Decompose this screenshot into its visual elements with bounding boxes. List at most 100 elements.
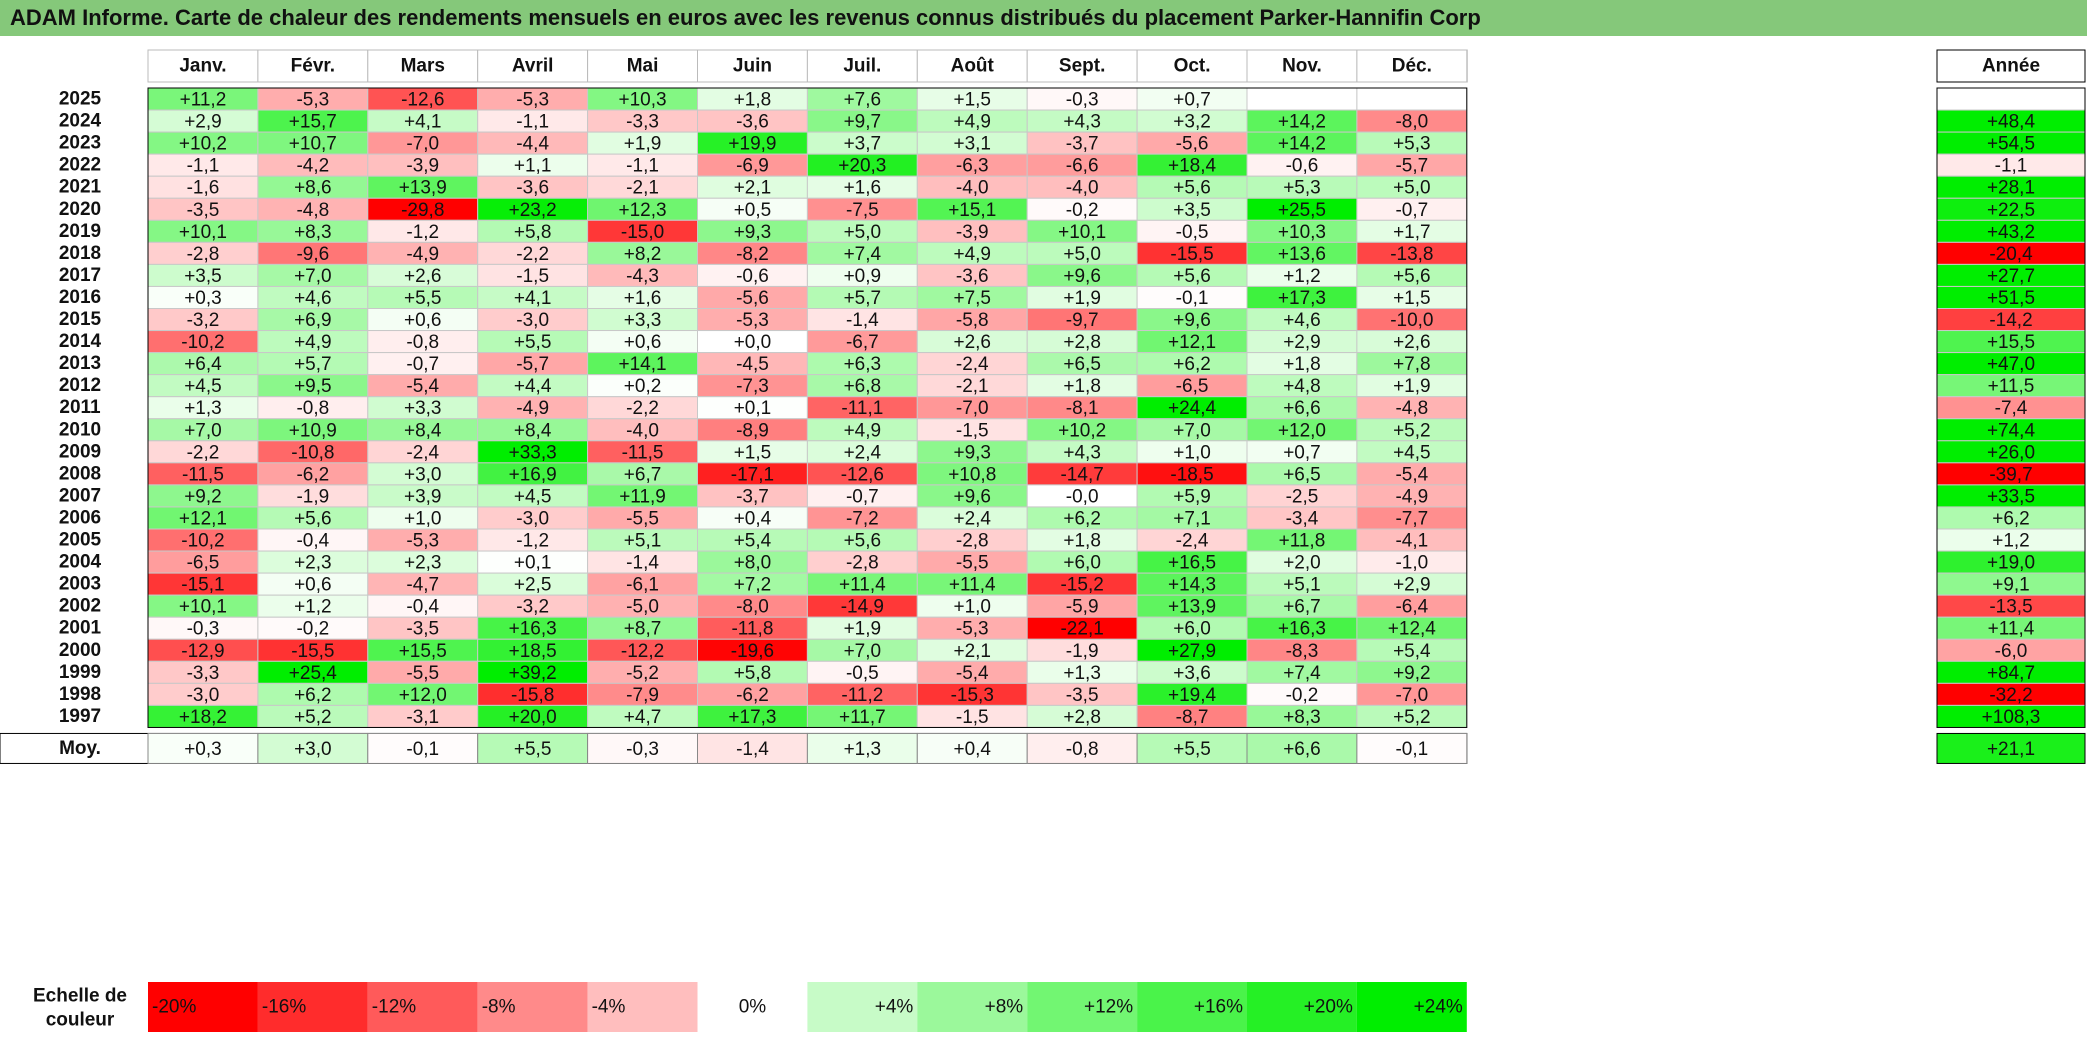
cell-value: -15,1 [181, 575, 224, 596]
cell-value: -7,2 [846, 508, 879, 529]
cell-value: +2,6 [1393, 332, 1431, 353]
cell-value: +1,9 [1063, 288, 1101, 309]
cell-value: -1,5 [516, 266, 549, 287]
annual-value: +74,4 [1987, 420, 2036, 441]
cell-value: +10,3 [619, 90, 667, 111]
month-header-cell [697, 49, 808, 83]
cell-value: +10,2 [179, 134, 227, 155]
cell-value: +5,0 [1393, 178, 1431, 199]
grid-outline [147, 87, 1468, 728]
cell-value: +6,9 [294, 310, 332, 331]
average-label: Moy. [59, 738, 101, 759]
cell-value: -0,2 [1286, 685, 1319, 706]
cell-value: +9,5 [294, 376, 332, 397]
cell-value: +0,0 [734, 332, 772, 353]
cell-value: +3,2 [1173, 112, 1211, 133]
annual-value: +11,4 [1988, 619, 2035, 640]
year-label: 2022 [59, 155, 101, 176]
month-header-cell [1356, 49, 1468, 83]
cell-value: -9,6 [296, 244, 329, 265]
cell-value: +14,2 [1278, 112, 1326, 133]
cell-value: +1,9 [1393, 376, 1431, 397]
cell-value: -10,2 [181, 332, 224, 353]
cell-value: +4,6 [294, 288, 332, 309]
cell-value: +4,9 [844, 420, 882, 441]
cell-value: +8,0 [734, 553, 772, 574]
cell-value: -5,3 [516, 90, 549, 111]
cell-value: +2,6 [404, 266, 442, 287]
scale-step-label: -4% [592, 997, 626, 1018]
cell-value: +4,9 [953, 244, 991, 265]
annual-value: -39,7 [1989, 464, 2032, 485]
cell-value: -5,3 [406, 531, 439, 552]
year-label: 2002 [59, 596, 101, 617]
cell-value: -5,4 [406, 376, 439, 397]
average-value: +6,6 [1283, 739, 1321, 760]
scale-step-label: -12% [372, 997, 416, 1018]
average-value: -0,1 [406, 739, 439, 760]
year-label: 2019 [59, 221, 101, 242]
annual-value: +6,2 [1992, 508, 2030, 529]
cell-value: +5,2 [1393, 707, 1431, 728]
cell-value: -3,2 [516, 597, 549, 618]
month-header-cell [1136, 49, 1248, 83]
cell-value: -0,8 [296, 398, 329, 419]
month-header-cell [367, 49, 479, 83]
year-label: 2013 [59, 353, 101, 374]
cell-value: -8,0 [1395, 112, 1428, 133]
cell-value: -10,8 [291, 442, 334, 463]
year-label: 2000 [59, 640, 101, 661]
cell-value: -3,7 [1066, 134, 1099, 155]
cell-value: +5,3 [1283, 178, 1321, 199]
cell-value: +5,7 [844, 288, 882, 309]
cell-value: -29,8 [401, 200, 444, 221]
cell-value: -18,5 [1170, 464, 1213, 485]
cell-value: -12,9 [181, 641, 224, 662]
scale-swatch [587, 982, 698, 1032]
cell-value: -14,9 [841, 597, 884, 618]
year-label: 2006 [59, 507, 101, 528]
cell-value: -8,7 [1176, 707, 1209, 728]
cell-value: +13,6 [1278, 244, 1326, 265]
month-header: Août [951, 56, 995, 77]
cell-value: -3,5 [406, 619, 439, 640]
cell-value: -3,6 [516, 178, 549, 199]
month-header: Mars [401, 56, 445, 77]
cell-value: +6,2 [1173, 354, 1211, 375]
cell-value: +5,0 [844, 222, 882, 243]
cell-value: +7,0 [184, 420, 222, 441]
year-label: 1998 [59, 684, 101, 705]
average-value: +5,5 [1173, 739, 1211, 760]
cell-value: +9,3 [734, 222, 772, 243]
cell-value: -0,7 [846, 486, 879, 507]
year-label: 2009 [59, 441, 101, 462]
cell-value: -0,0 [1066, 486, 1099, 507]
cell-value: +10,9 [289, 420, 337, 441]
cell-value: +20,0 [509, 707, 557, 728]
cell-value: -0,3 [187, 619, 220, 640]
year-label: 2004 [59, 552, 102, 573]
cell-value: -4,1 [1395, 531, 1428, 552]
cell-value: +5,1 [1283, 575, 1321, 596]
month-header: Juin [733, 56, 772, 77]
cell-value: -19,6 [731, 641, 774, 662]
cell-value: +4,7 [624, 707, 662, 728]
scale-swatch [807, 982, 918, 1032]
cell-value: +0,4 [734, 508, 772, 529]
year-label: 2011 [59, 397, 101, 418]
cell-value: -5,3 [956, 619, 989, 640]
cell-value: -3,4 [1286, 508, 1319, 529]
cell-value: -5,5 [406, 663, 439, 684]
cell-value: -6,7 [846, 332, 879, 353]
annual-value: -1,1 [1995, 156, 2028, 177]
cell-value: -0,3 [1066, 90, 1099, 111]
cell-value: +1,0 [404, 508, 442, 529]
cell-value: -4,8 [296, 200, 329, 221]
cell-value: +3,3 [624, 310, 662, 331]
cell-value: +6,0 [1173, 619, 1211, 640]
scale-swatch [477, 982, 588, 1032]
cell-value: -1,1 [187, 156, 220, 177]
scale-step-label: -16% [262, 997, 306, 1018]
cell-value: +3,1 [953, 134, 991, 155]
cell-value: +5,5 [404, 288, 442, 309]
